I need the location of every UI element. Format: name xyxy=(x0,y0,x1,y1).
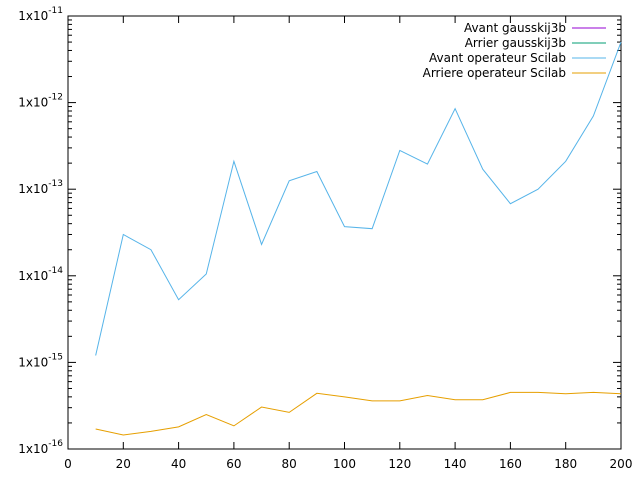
x-tick-label: 180 xyxy=(554,457,577,471)
y-tick-label: 1x10-12 xyxy=(18,93,63,110)
x-tick-label: 200 xyxy=(610,457,633,471)
y-tick-mantissa: 1x10 xyxy=(18,442,48,456)
legend-label: Arriere operateur Scilab xyxy=(423,66,566,80)
y-tick-mantissa: 1x10 xyxy=(18,182,48,196)
y-tick-label: 1x10-11 xyxy=(18,6,63,23)
x-tick-label: 60 xyxy=(226,457,241,471)
plot-area xyxy=(67,15,622,450)
y-tick-exponent: -12 xyxy=(48,93,63,103)
y-tick-label: 1x10-13 xyxy=(18,179,63,196)
y-tick-mantissa: 1x10 xyxy=(18,269,48,283)
legend-label: Arrier gausskij3b xyxy=(465,36,566,50)
series-line-2 xyxy=(95,41,622,356)
x-tick-label: 160 xyxy=(499,457,522,471)
y-tick-exponent: -13 xyxy=(48,179,63,189)
y-tick-exponent: -14 xyxy=(48,266,63,276)
y-tick-label: 1x10-16 xyxy=(18,439,63,456)
series-lines xyxy=(95,41,622,436)
x-axis: 0 20 40 60 80 100 120 140 160 180 200 xyxy=(64,16,632,471)
y-tick-mantissa: 1x10 xyxy=(18,355,48,369)
y-tick-exponent: -16 xyxy=(48,439,63,449)
y-tick-mantissa: 1x10 xyxy=(18,9,48,23)
series-line-3 xyxy=(95,391,622,436)
x-tick-label: 120 xyxy=(388,457,411,471)
legend-label: Avant gausskij3b xyxy=(464,21,566,35)
x-tick-label: 40 xyxy=(171,457,186,471)
x-tick-label: 140 xyxy=(444,457,467,471)
y-tick-mantissa: 1x10 xyxy=(18,96,48,110)
y-tick-label: 1x10-15 xyxy=(18,352,63,369)
x-tick-label: 100 xyxy=(333,457,356,471)
y-axis: 1x10-161x10-151x10-141x10-131x10-121x10-… xyxy=(18,6,621,456)
x-tick-label: 20 xyxy=(116,457,131,471)
y-tick-label: 1x10-14 xyxy=(18,266,63,283)
x-tick-label: 80 xyxy=(282,457,297,471)
y-tick-exponent: -15 xyxy=(48,352,63,362)
y-tick-exponent: -11 xyxy=(48,6,63,16)
legend-label: Avant operateur Scilab xyxy=(429,51,566,65)
x-tick-label: 0 xyxy=(64,457,72,471)
